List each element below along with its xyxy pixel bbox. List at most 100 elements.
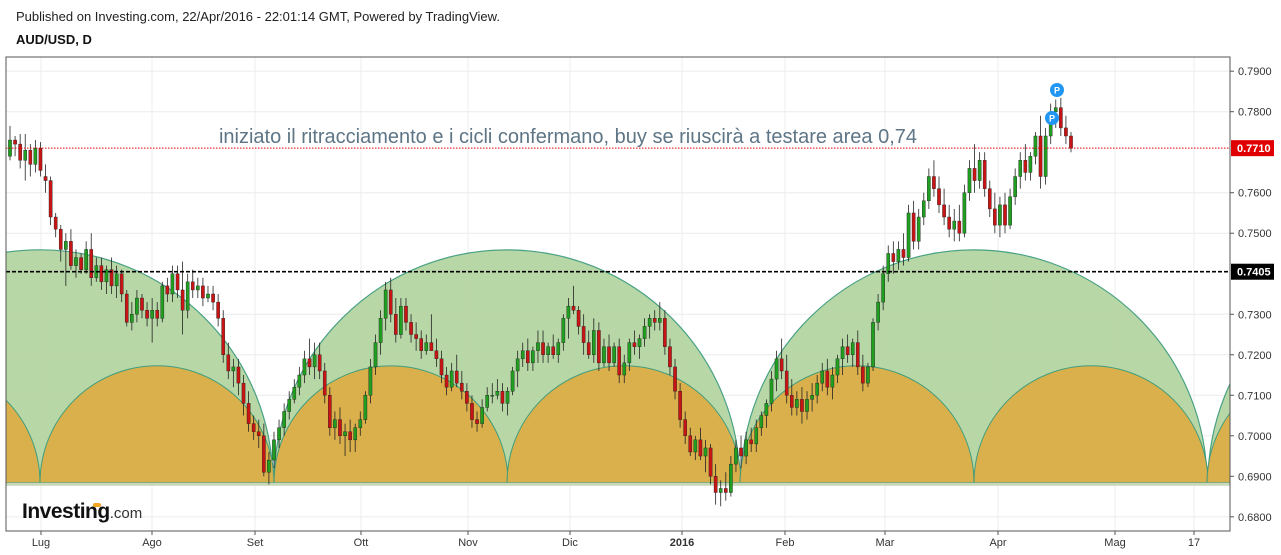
candle-body (388, 289, 393, 315)
candle-body (160, 285, 165, 319)
y-tick-label: 0.7200 (1238, 350, 1272, 362)
x-tick-label: 2016 (670, 537, 694, 549)
cycle-arc-small (973, 365, 1209, 484)
candle-body (211, 293, 215, 303)
candle-body (1069, 135, 1073, 149)
candle-body (551, 346, 555, 355)
candle-body (89, 249, 94, 278)
marker-label: P (1049, 114, 1055, 124)
cycle-baseline (6, 482, 1230, 486)
x-tick-label: Mar (876, 537, 895, 549)
candle-body (165, 285, 170, 295)
candle-body (180, 289, 185, 311)
candle-body (987, 188, 992, 210)
candle-body (64, 241, 68, 250)
candle-body (998, 204, 1002, 226)
candle-body (277, 427, 281, 441)
candle-body (444, 374, 449, 388)
x-tick-label: Nov (458, 537, 478, 549)
marker-badge (1050, 83, 1064, 97)
candle-body (1033, 135, 1038, 157)
candle-body (302, 358, 307, 376)
candle-body (124, 293, 129, 323)
candle-body (759, 415, 764, 428)
cycle-arc-small (1206, 412, 1230, 484)
price-lines (6, 147, 1230, 273)
candle-body (495, 391, 500, 396)
candle-body (637, 338, 642, 347)
candle-body (734, 447, 738, 465)
candle-body (510, 370, 515, 392)
candle-body (764, 403, 769, 416)
x-tick-label: Feb (776, 537, 795, 549)
candle-body (196, 285, 200, 291)
x-tick-label: Apr (989, 537, 1006, 549)
logo-brand: Investing (22, 500, 110, 523)
candle-body (866, 366, 870, 384)
candle-body (287, 399, 292, 412)
y-tick-label: 0.6800 (1238, 512, 1272, 524)
candle-body (932, 176, 936, 189)
candle-body (729, 463, 733, 493)
candle-body (916, 216, 921, 242)
markers[interactable]: PP (1045, 83, 1064, 125)
candle-series[interactable] (8, 97, 1073, 507)
candle-body (150, 310, 154, 319)
candle-body (886, 253, 891, 274)
y-tick-label: 0.7500 (1238, 228, 1272, 240)
candle-body (805, 399, 809, 412)
candle-body (622, 362, 627, 376)
candle-body (820, 370, 825, 384)
candle-body (480, 407, 484, 424)
price-label-bg (1231, 263, 1274, 280)
candle-body (170, 273, 175, 295)
candle-body (251, 423, 256, 432)
x-tick-label: Mag (1104, 537, 1125, 549)
y-tick-label: 0.7600 (1238, 188, 1272, 200)
candle-body (774, 358, 779, 380)
candle-body (678, 391, 682, 420)
candle-body (38, 147, 43, 171)
candle-body (119, 273, 124, 295)
candle-body (561, 318, 566, 343)
candle-body (13, 139, 17, 145)
candle-body (571, 305, 576, 311)
candle-body (297, 374, 302, 388)
logo-accent (93, 503, 101, 507)
candle-body (526, 350, 530, 364)
candle-body (348, 431, 352, 441)
candle-body (28, 149, 33, 165)
candle-body (490, 395, 495, 397)
chart-annotation: iniziato il ritracciamento e i cicli con… (219, 126, 917, 148)
candle-body (663, 318, 667, 347)
candle-body (1008, 196, 1012, 226)
candle-body (246, 403, 251, 424)
candle-body (952, 220, 957, 230)
candle-body (749, 439, 753, 445)
candle-body (69, 241, 73, 266)
candle-body (307, 358, 312, 368)
candle-body (114, 273, 119, 287)
cycle-arc-small (506, 365, 742, 484)
candle-body (175, 273, 180, 291)
candle-body (399, 305, 403, 335)
candle-body (815, 382, 819, 396)
candle-body (876, 301, 880, 323)
candle-body (135, 297, 139, 315)
candle-body (871, 322, 875, 368)
y-tick-label: 0.7800 (1238, 107, 1272, 119)
candle-body (536, 342, 540, 351)
candle-body (409, 322, 413, 335)
logo-suffix: .com (109, 505, 143, 522)
candle-body (520, 350, 525, 360)
candle-body (33, 147, 38, 165)
candle-body (185, 281, 190, 311)
candle-body (962, 192, 967, 234)
candle-body (109, 269, 114, 287)
candle-body (703, 447, 708, 457)
candle-body (1043, 135, 1048, 177)
candle-body (434, 350, 439, 360)
candle-body (586, 342, 591, 355)
candle-body (906, 212, 911, 258)
